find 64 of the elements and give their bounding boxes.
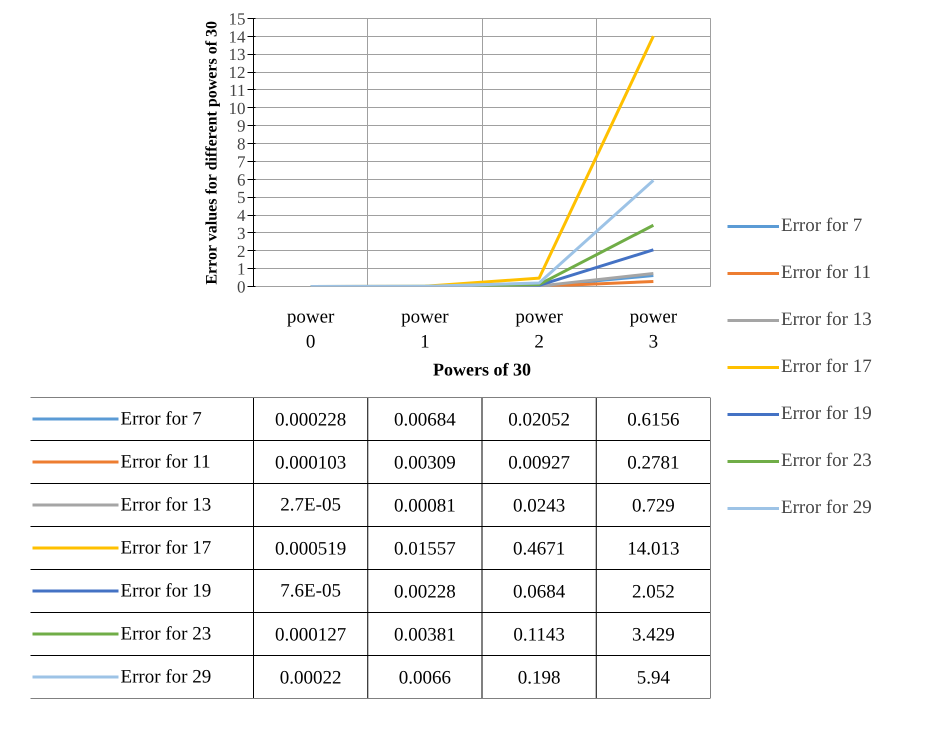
data-label: 0.0243 bbox=[513, 496, 566, 516]
legend-label: Error for 19 bbox=[781, 403, 872, 425]
y-tick-label: 12 bbox=[228, 63, 246, 82]
y-tick-label: 5 bbox=[237, 188, 246, 208]
x-tick-label: power 0 bbox=[286, 306, 336, 353]
y-tick-label: 1 bbox=[237, 260, 246, 279]
y-tick-label: 8 bbox=[237, 134, 246, 154]
text: Error for 13 bbox=[120, 494, 212, 516]
data-label: 0.000228 bbox=[275, 410, 346, 430]
text: Error for 23 bbox=[120, 624, 212, 644]
data-label: 0.0684 bbox=[513, 582, 566, 602]
data-label: 0.01557 bbox=[394, 538, 456, 560]
y-tick-label: 4 bbox=[237, 206, 246, 226]
text: Error for 11 bbox=[120, 452, 211, 472]
x-tick-label: power 2 bbox=[515, 306, 564, 353]
data-label: 0.0066 bbox=[398, 668, 451, 688]
data-label: 0.000519 bbox=[275, 538, 346, 560]
y-axis-title: Error values for different powers of 30 bbox=[204, 20, 220, 285]
data-label: 2.052 bbox=[632, 582, 675, 602]
x-axis-title: Powers of 30 bbox=[433, 360, 531, 380]
legend-label: Error for 23 bbox=[781, 450, 872, 472]
data-label: 2.7E-05 bbox=[280, 494, 341, 516]
legend-label: Error for 11 bbox=[781, 262, 872, 284]
x-tick-label: power 3 bbox=[630, 306, 678, 353]
y-tick-label: 11 bbox=[229, 80, 246, 100]
legend-label: Error for 17 bbox=[781, 356, 872, 378]
y-tick-label: 14 bbox=[228, 27, 246, 46]
data-label: 0.000127 bbox=[275, 624, 346, 646]
data-label: 0.00927 bbox=[508, 452, 570, 474]
legend-label: Error for 7 bbox=[781, 215, 862, 237]
text: Error for 29 bbox=[120, 666, 212, 688]
text: Error for 19 bbox=[120, 580, 212, 602]
y-tick-label: 2 bbox=[237, 242, 246, 261]
text: Error for 7 bbox=[120, 408, 202, 430]
x-tick-label: power 1 bbox=[401, 306, 450, 353]
data-label: 0.00081 bbox=[394, 496, 456, 516]
text: Error for 17 bbox=[120, 538, 212, 558]
data-label: 0.1143 bbox=[513, 624, 565, 646]
y-tick-label: 7 bbox=[237, 152, 246, 172]
data-label: 0.00309 bbox=[394, 452, 456, 474]
data-label: 0.00684 bbox=[394, 410, 456, 430]
data-label: 0.000103 bbox=[275, 452, 346, 474]
data-label: 0.198 bbox=[518, 668, 560, 688]
y-tick-label: 13 bbox=[228, 45, 246, 64]
data-label: 0.00381 bbox=[394, 624, 456, 646]
y-tick-label: 0 bbox=[237, 278, 246, 296]
y-tick-label: 10 bbox=[228, 98, 246, 118]
data-label: 0.729 bbox=[632, 496, 675, 516]
data-label: 0.00228 bbox=[394, 582, 456, 602]
data-label: 0.02052 bbox=[508, 410, 570, 430]
legend-label: Error for 13 bbox=[781, 309, 872, 331]
data-label: 0.4671 bbox=[513, 538, 566, 560]
data-label: 14.013 bbox=[627, 538, 680, 560]
y-tick-label: 9 bbox=[237, 116, 246, 136]
data-label: 3.429 bbox=[632, 624, 675, 646]
data-label: 7.6E-05 bbox=[280, 580, 341, 602]
data-label: 5.94 bbox=[636, 668, 670, 688]
data-label: 0.2781 bbox=[627, 452, 680, 474]
y-tick-label: 3 bbox=[237, 224, 246, 243]
y-tick-label: 15 bbox=[228, 10, 246, 28]
data-label: 0.00022 bbox=[280, 668, 342, 688]
data-label: 0.6156 bbox=[627, 410, 680, 430]
legend-label: Error for 29 bbox=[781, 497, 872, 517]
y-tick-label: 6 bbox=[237, 170, 246, 190]
